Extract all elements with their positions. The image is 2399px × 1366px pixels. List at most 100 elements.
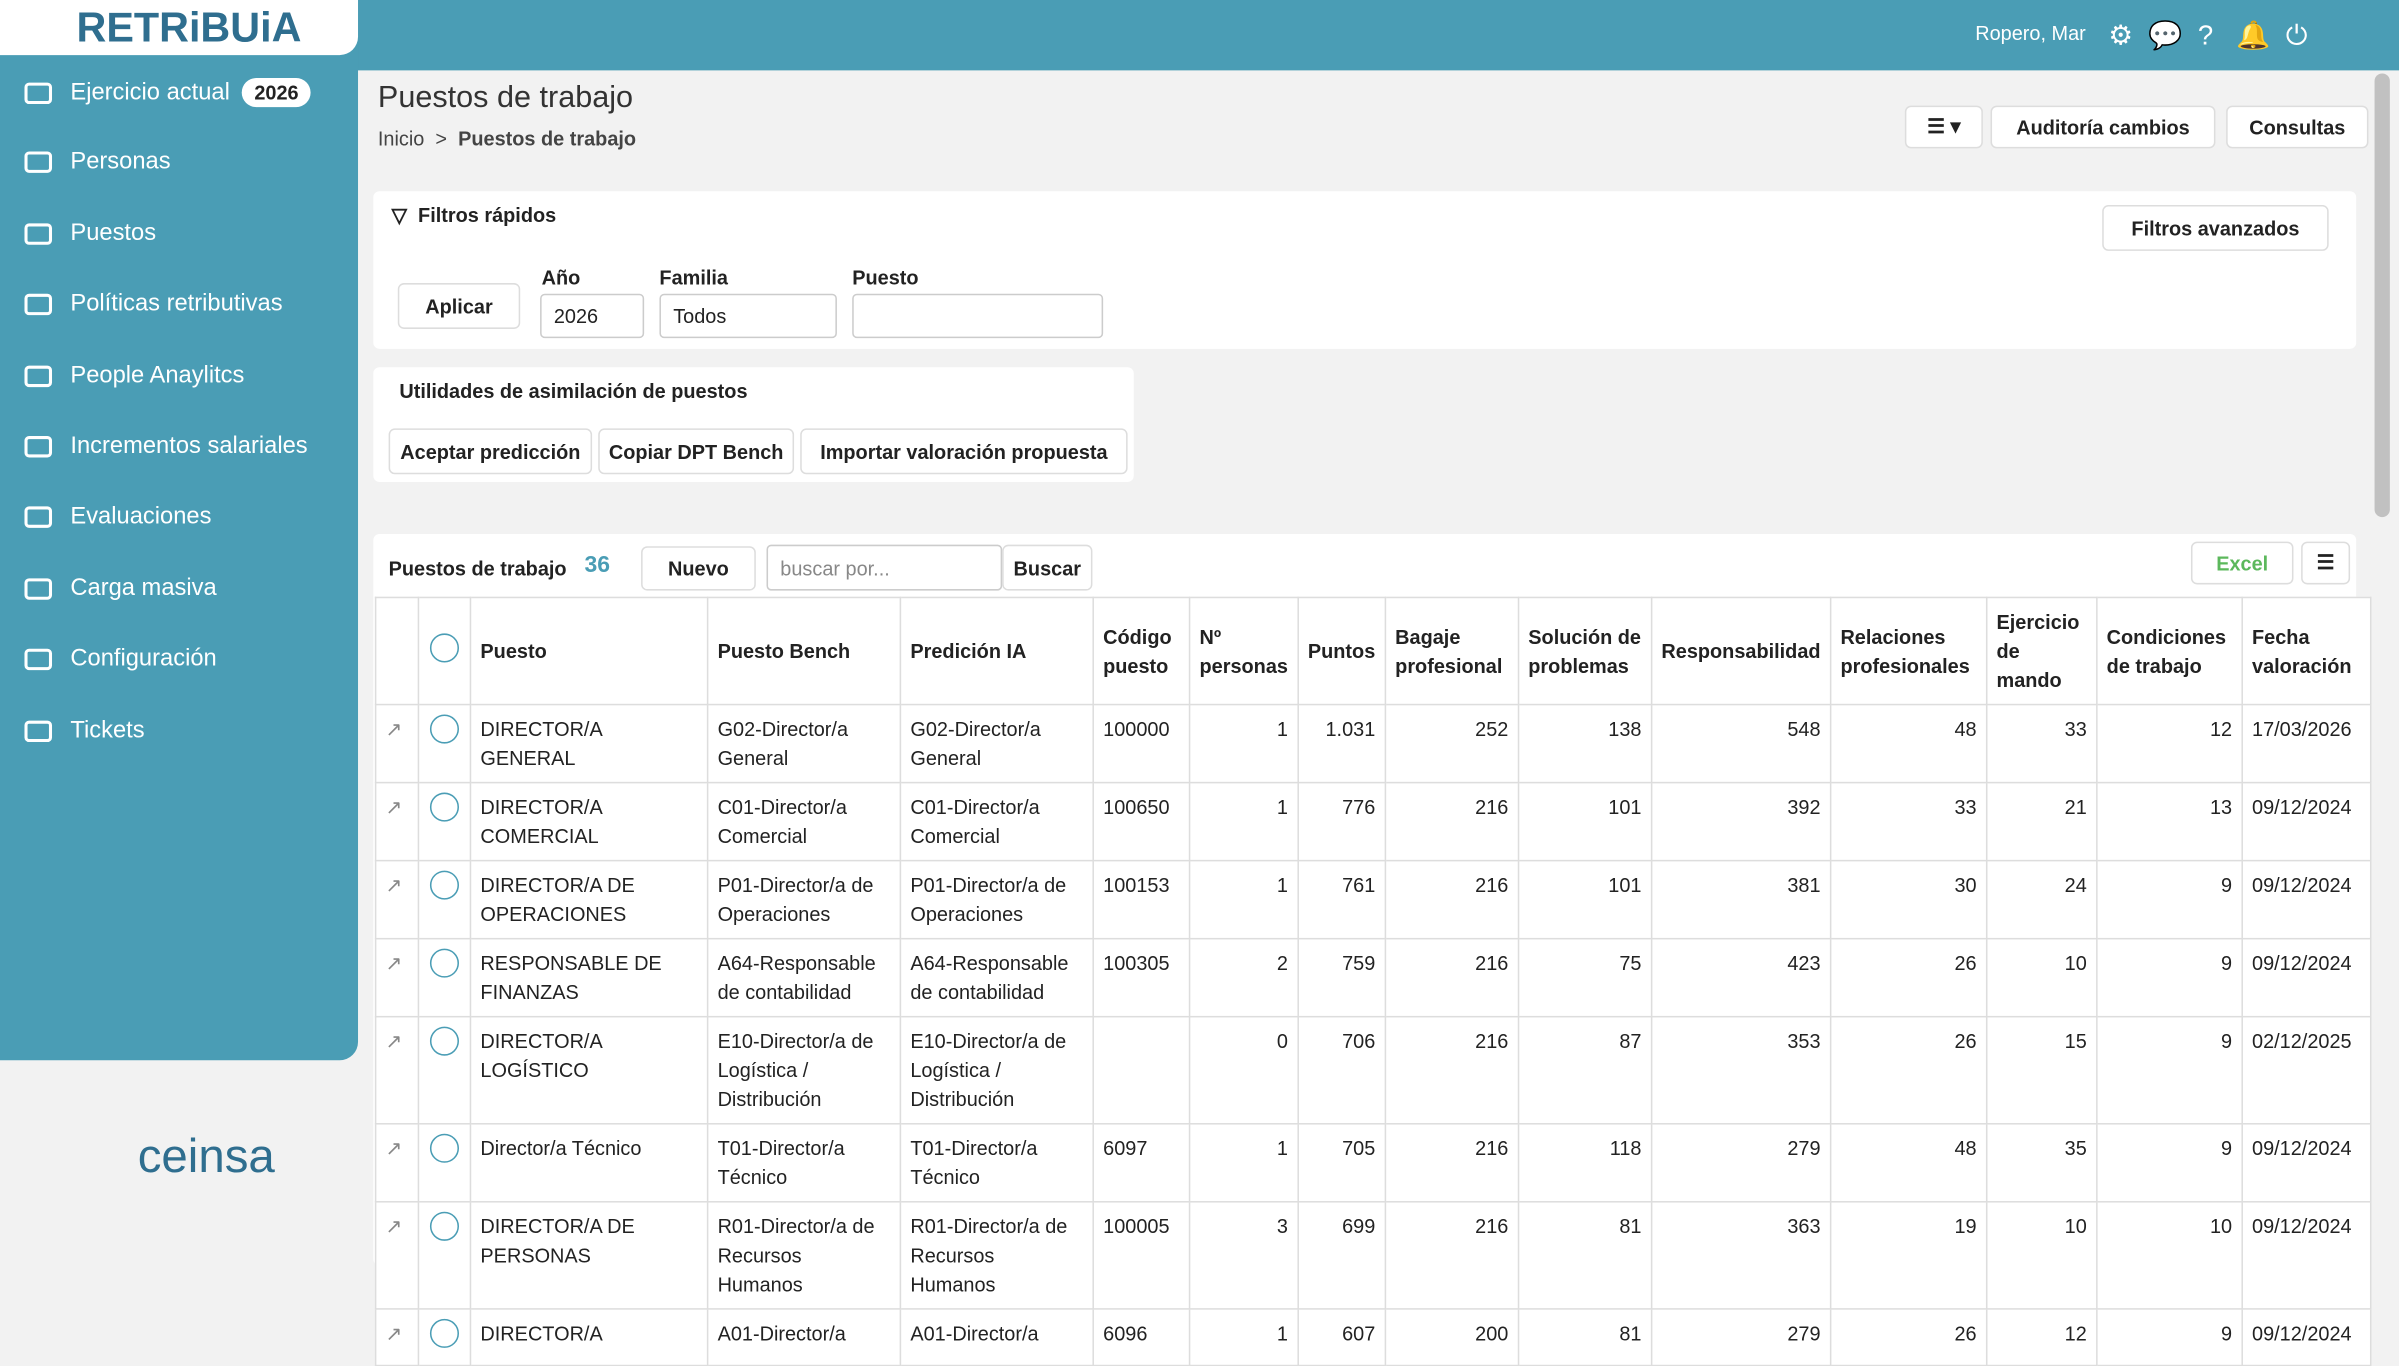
cell: 100005 bbox=[1092, 1201, 1191, 1310]
cell: 2 bbox=[1188, 937, 1299, 1018]
queries-button[interactable]: Consultas bbox=[2226, 105, 2369, 149]
footer-logo: ceinsa bbox=[137, 1129, 275, 1183]
cell: G02-Director/a General bbox=[899, 703, 1094, 784]
nav-item[interactable]: Configuración bbox=[24, 645, 217, 674]
family-label: Familia bbox=[659, 266, 728, 290]
filters-title: ▽ Filtros rápidos bbox=[391, 203, 557, 227]
columns-button[interactable]: ☰ bbox=[2301, 541, 2351, 585]
crumb[interactable]: Inicio bbox=[377, 126, 425, 150]
row-select[interactable] bbox=[429, 1026, 459, 1056]
row-select[interactable] bbox=[429, 792, 459, 822]
open-link[interactable]: ↗ bbox=[374, 1123, 420, 1203]
nav-item[interactable]: Evaluaciones bbox=[24, 504, 211, 532]
audit-button[interactable]: Auditoría cambios bbox=[1990, 105, 2216, 149]
view-menu[interactable]: ☰ ▾ bbox=[1904, 105, 1983, 149]
cell: 26 bbox=[1829, 937, 1988, 1018]
cell: 705 bbox=[1297, 1123, 1386, 1203]
search-button[interactable]: Buscar bbox=[1002, 544, 1093, 591]
cell: C01-Director/a Comercial bbox=[706, 781, 902, 862]
nav-label: Personas bbox=[70, 149, 171, 176]
cell: 48 bbox=[1829, 703, 1988, 784]
cell: 10 bbox=[1985, 937, 2098, 1018]
user-name[interactable]: Ropero, Mar bbox=[1975, 21, 2086, 45]
row-select[interactable] bbox=[429, 714, 459, 744]
row-select[interactable] bbox=[429, 1211, 459, 1241]
cell: 81 bbox=[1517, 1308, 1653, 1366]
column-header: Fecha valoración bbox=[2241, 596, 2372, 706]
cell: 1 bbox=[1188, 859, 1299, 940]
logo[interactable]: RETRiBUiA bbox=[0, 0, 359, 56]
util-button[interactable]: Importar valoración propuesta bbox=[800, 428, 1128, 475]
cell: 87 bbox=[1517, 1015, 1653, 1125]
nav-item[interactable]: People Anaylitcs bbox=[24, 362, 244, 390]
open-link[interactable]: ↗ bbox=[374, 1015, 420, 1125]
cell: 26 bbox=[1829, 1308, 1988, 1366]
cell: 100153 bbox=[1092, 859, 1191, 940]
table-count: 36 bbox=[584, 552, 610, 579]
nav-item[interactable]: Ejercicio actual 2026 bbox=[24, 78, 311, 108]
cell: 12 bbox=[1985, 1308, 2098, 1366]
cell: 35 bbox=[1985, 1123, 2098, 1203]
toolbar-icons[interactable]: ⚙ 💬 ? 🔔 ⏻ bbox=[2108, 19, 2308, 51]
util-button[interactable]: Aceptar predicción bbox=[388, 428, 593, 475]
cell: A64-Responsable de contabilidad bbox=[899, 937, 1094, 1018]
family-select[interactable]: Todos bbox=[659, 293, 837, 339]
nav-item[interactable]: Tickets bbox=[24, 717, 145, 745]
cell: A01-Director/a bbox=[706, 1308, 902, 1366]
nav-item[interactable]: Puestos bbox=[24, 220, 156, 248]
open-link[interactable]: ↗ bbox=[374, 1201, 420, 1310]
nav-item[interactable]: Personas bbox=[24, 149, 171, 177]
job-input[interactable] bbox=[852, 293, 1104, 339]
cell: 216 bbox=[1384, 781, 1520, 862]
cell: A64-Responsable de contabilidad bbox=[706, 937, 902, 1018]
year-select[interactable]: 2026 bbox=[540, 293, 645, 339]
cell: 353 bbox=[1650, 1015, 1832, 1125]
nav-item[interactable]: Incrementos salariales bbox=[24, 433, 308, 461]
cell: 21 bbox=[1985, 781, 2098, 862]
row-select[interactable] bbox=[429, 948, 459, 978]
column-header: Nº personas bbox=[1188, 596, 1299, 706]
cell: 09/12/2024 bbox=[2241, 937, 2372, 1018]
row-select[interactable] bbox=[429, 1133, 459, 1163]
column-header: Ejercicio de mando bbox=[1985, 596, 2098, 706]
cell: DIRECTOR/A bbox=[469, 1308, 709, 1366]
cell: E10-Director/a de Logística / Distribuci… bbox=[706, 1015, 902, 1125]
column-header: Puesto Bench bbox=[706, 596, 902, 706]
nav-label: Carga masiva bbox=[70, 574, 217, 601]
cell: 75 bbox=[1517, 937, 1653, 1018]
row-select[interactable] bbox=[429, 870, 459, 900]
cell: 10 bbox=[2095, 1201, 2243, 1310]
cell: 33 bbox=[1985, 703, 2098, 784]
row: ↗ DIRECTOR/A GENERAL G02-Director/a Genera… bbox=[374, 703, 2372, 784]
new-button[interactable]: Nuevo bbox=[641, 546, 756, 591]
nav-item[interactable]: Políticas retributivas bbox=[24, 291, 283, 319]
select-all[interactable] bbox=[429, 632, 459, 662]
util-button[interactable]: Copiar DPT Bench bbox=[598, 428, 795, 475]
open-link[interactable]: ↗ bbox=[374, 703, 420, 784]
open-link[interactable]: ↗ bbox=[374, 781, 420, 862]
cell: 10 bbox=[1985, 1201, 2098, 1310]
open-link[interactable]: ↗ bbox=[374, 937, 420, 1018]
top-bar bbox=[0, 0, 2399, 71]
filters-title-text: Filtros rápidos bbox=[418, 203, 557, 227]
advanced-filters[interactable]: Filtros avanzados bbox=[2102, 205, 2329, 251]
row-select[interactable] bbox=[429, 1318, 459, 1348]
cell: 200 bbox=[1384, 1308, 1520, 1366]
cell: 26 bbox=[1829, 1015, 1988, 1125]
open-link[interactable]: ↗ bbox=[374, 859, 420, 940]
nav-label: Puestos bbox=[70, 220, 157, 247]
cell: 9 bbox=[2095, 937, 2243, 1018]
search-input[interactable]: buscar por... bbox=[766, 544, 1003, 591]
cell: DIRECTOR/A DE OPERACIONES bbox=[469, 859, 709, 940]
row: ↗ DIRECTOR/A DE PERSONAS R01-Director/a de… bbox=[374, 1201, 2372, 1310]
apply-button[interactable]: Aplicar bbox=[397, 283, 521, 329]
open-link[interactable]: ↗ bbox=[374, 1308, 420, 1366]
nav-item[interactable]: Carga masiva bbox=[24, 574, 217, 603]
cell: 607 bbox=[1297, 1308, 1386, 1366]
cell: 0 bbox=[1188, 1015, 1299, 1125]
column-header: Puntos bbox=[1297, 596, 1386, 706]
cell: 759 bbox=[1297, 937, 1386, 1018]
excel-button[interactable]: Excel bbox=[2190, 541, 2294, 585]
column-header: Código puesto bbox=[1092, 596, 1191, 706]
nav-label: Configuración bbox=[70, 645, 217, 672]
